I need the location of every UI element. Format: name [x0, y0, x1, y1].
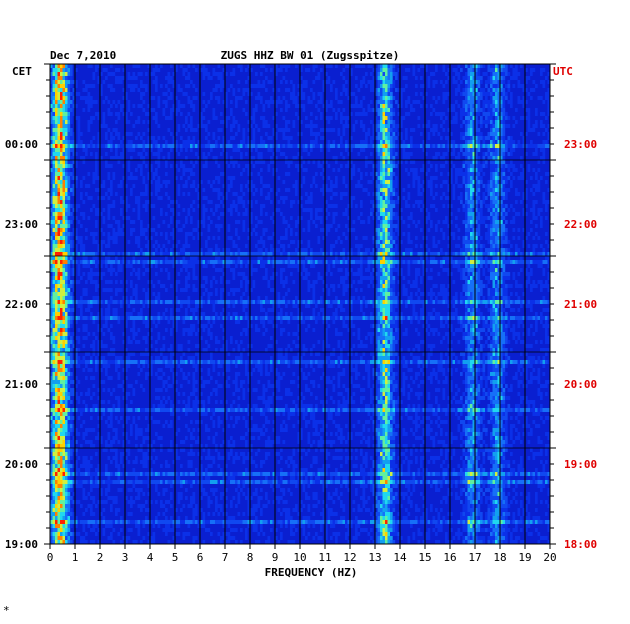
spectrogram-cells [50, 64, 551, 544]
x-tick-label: 17 [468, 551, 481, 564]
left-axis-label: CET [12, 65, 32, 78]
x-tick-label: 1 [72, 551, 79, 564]
x-tick-label: 4 [147, 551, 154, 564]
x-tick-label: 9 [272, 551, 279, 564]
x-tick-label: 12 [343, 551, 356, 564]
corner-mark: * [3, 604, 10, 617]
x-tick-label: 11 [318, 551, 331, 564]
x-tick-label: 5 [172, 551, 179, 564]
right-time-label: 21:00 [564, 298, 597, 311]
x-axis-label: FREQUENCY (HZ) [265, 566, 358, 579]
right-time-label: 19:00 [564, 458, 597, 471]
x-tick-label: 10 [293, 551, 306, 564]
x-tick-label: 6 [197, 551, 204, 564]
x-tick-label: 20 [543, 551, 556, 564]
right-axis-label: UTC [553, 65, 573, 78]
x-tick-label: 8 [247, 551, 254, 564]
left-time-label: 23:00 [5, 218, 38, 231]
x-tick-label: 15 [418, 551, 431, 564]
right-time-label: 20:00 [564, 378, 597, 391]
left-time-label: 22:00 [5, 298, 38, 311]
x-tick-label: 19 [518, 551, 531, 564]
left-time-label: 21:00 [5, 378, 38, 391]
left-time-axis: 00:00 23:00 22:00 21:00 20:00 19:00 [5, 63, 50, 551]
right-time-label: 18:00 [564, 538, 597, 551]
x-tick-label: 2 [97, 551, 104, 564]
right-time-label: 23:00 [564, 138, 597, 151]
x-tick-label: 16 [443, 551, 456, 564]
left-time-label: 19:00 [5, 538, 38, 551]
left-time-label: 00:00 [5, 138, 38, 151]
x-axis-ticks: 0 1 2 3 4 5 6 7 8 9 10 11 12 13 14 15 16 17 18 19 20 [47, 544, 557, 564]
plot-grid [49, 63, 551, 545]
chart-title: ZUGS HHZ BW 01 (Zugsspitze) [221, 49, 400, 62]
x-tick-label: 0 [47, 551, 54, 564]
chart-date: Dec 7,2010 [50, 49, 116, 62]
x-tick-label: 3 [122, 551, 129, 564]
left-time-label: 20:00 [5, 458, 38, 471]
x-tick-label: 13 [368, 551, 381, 564]
x-tick-label: 18 [493, 551, 506, 564]
x-tick-label: 14 [393, 551, 407, 564]
x-tick-label: 7 [222, 551, 229, 564]
right-time-axis: 23:00 22:00 21:00 20:00 19:00 18:00 [550, 63, 597, 551]
right-time-label: 22:00 [564, 218, 597, 231]
